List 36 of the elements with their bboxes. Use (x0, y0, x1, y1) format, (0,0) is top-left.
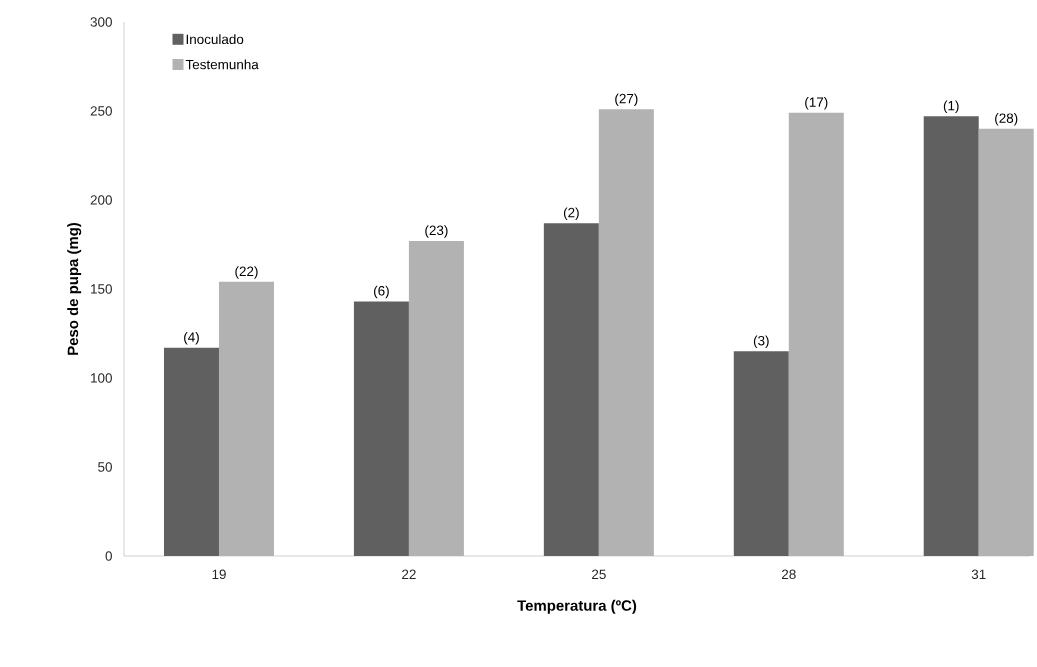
annotation: (23) (425, 225, 448, 238)
legend-label: Inoculado (186, 34, 244, 45)
bar (923, 116, 979, 556)
bar (598, 109, 654, 556)
bar (218, 281, 274, 556)
legend-label: Testemunha (185, 59, 259, 70)
y-tick-label: 0 (105, 551, 112, 561)
bar (733, 351, 789, 556)
x-tick-label: 28 (781, 569, 796, 580)
annotation: (4) (184, 331, 199, 345)
y-tick-label: 150 (91, 284, 112, 294)
annotation: (22) (235, 266, 258, 279)
bar (353, 301, 409, 556)
y-tick-label: 100 (91, 373, 112, 383)
y-axis-title: Peso de pupa (mg) (67, 222, 82, 355)
x-axis-title: Temperatura (ºC) (517, 599, 637, 614)
x-tick-label: 22 (402, 569, 416, 579)
y-tick-label: 200 (90, 195, 112, 205)
bar (543, 223, 599, 556)
annotation: (3) (753, 335, 769, 349)
y-tick-label: 250 (90, 106, 112, 116)
x-tick-label: 31 (971, 569, 986, 580)
annotation: (17) (805, 97, 828, 110)
bar (163, 347, 219, 556)
x-tick-label: 25 (592, 569, 606, 580)
annotation: (28) (995, 113, 1018, 126)
y-tick-label: 300 (90, 17, 112, 27)
x-tick-label: 19 (212, 569, 226, 580)
annotation: (27) (615, 93, 638, 106)
annotation: (1) (943, 100, 959, 114)
bar (788, 112, 844, 556)
annotation: (6) (374, 285, 389, 299)
annotation: (2) (563, 207, 579, 220)
bar (978, 128, 1034, 556)
bar (408, 240, 464, 556)
y-tick-label: 50 (98, 462, 112, 472)
